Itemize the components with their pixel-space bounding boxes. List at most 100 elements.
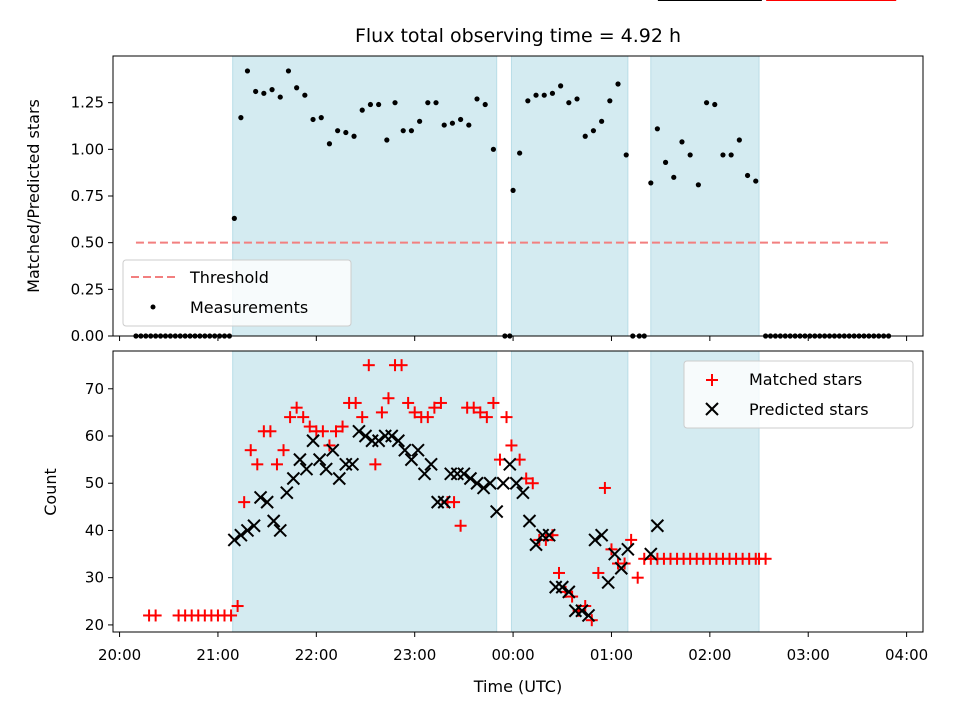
predicted-point: [286, 471, 301, 486]
count-legend: Matched stars Predicted stars: [683, 360, 914, 429]
y-tick-label: 1.00: [71, 140, 104, 158]
predicted-point: [522, 514, 537, 528]
predicted-point: [489, 504, 504, 519]
matched-point: [362, 359, 375, 372]
measurement-point: [482, 101, 488, 108]
matched-point: [297, 411, 310, 424]
observing-window-2: [510, 55, 629, 337]
predicted-point: [234, 528, 248, 542]
predicted-point: [391, 434, 406, 448]
y-tick-label: 0.50: [71, 234, 104, 252]
measurement-point: [703, 100, 710, 106]
predicted-point: [306, 434, 320, 448]
count-axes-frame: [112, 350, 924, 633]
measurement-point: [648, 180, 654, 186]
ratio-x-ticks: [119, 336, 908, 341]
measurement-point: [728, 152, 734, 158]
x-tick-label: 02:00: [688, 646, 731, 664]
matched-point: [448, 496, 461, 509]
predicted-point: [555, 580, 569, 594]
measurement-point: [712, 101, 718, 108]
y-tick-label: 1.25: [71, 94, 104, 112]
predicted-point: [417, 467, 432, 481]
measurement-point: [310, 116, 316, 123]
x-tick-label: 01:00: [590, 646, 633, 664]
predicted-point: [444, 467, 458, 481]
measurement-point: [525, 98, 531, 104]
matched-point: [277, 444, 290, 457]
predicted-point: [326, 443, 340, 457]
x-axis-label: Time (UTC): [473, 677, 562, 696]
legend-predicted-label: Predicted stars: [749, 400, 869, 419]
matched-point: [149, 609, 162, 622]
predicted-point: [463, 471, 478, 486]
measurement-point: [238, 115, 244, 121]
matched-point: [467, 401, 480, 414]
measurement-point: [294, 85, 300, 91]
count-panel: 20 30 40 50 60 70 20:00 21:00 22:00 23:00 00:00 01…: [41, 0, 928, 696]
matched-point: [382, 392, 395, 405]
measurement-point: [285, 68, 292, 74]
x-tick-label: 23:00: [393, 646, 436, 664]
ratio-y-axis-label: Matched/Predicted stars: [24, 99, 43, 293]
measurement-point: [541, 92, 547, 98]
measurement-point: [253, 88, 259, 95]
matched-point: [505, 439, 518, 452]
legend-matched-label: Matched stars: [749, 370, 862, 389]
matched-point: [375, 406, 388, 419]
measurement-point: [510, 187, 516, 193]
predicted-point: [345, 457, 360, 472]
predicted-point: [378, 429, 392, 443]
matched-point: [428, 401, 441, 414]
measurement-point: [359, 107, 365, 113]
measurement-point: [662, 159, 669, 165]
predicted-point: [581, 608, 596, 623]
y-tick-label: 50: [85, 474, 104, 492]
measurement-point: [654, 126, 660, 132]
predicted-point: [411, 443, 425, 457]
predicted-point: [293, 452, 307, 467]
measurement-point: [449, 120, 456, 126]
predicted-point: [227, 533, 242, 547]
y-tick-label: 60: [85, 427, 104, 445]
measurement-point: [326, 141, 333, 147]
matched-point: [231, 600, 244, 613]
measurement-point: [474, 96, 480, 102]
measurement-point: [400, 128, 406, 134]
measurement-point: [533, 92, 539, 98]
measurement-point: [261, 90, 267, 96]
observing-window-1: [232, 350, 498, 633]
predicted-point: [542, 528, 556, 542]
matched-point: [487, 396, 500, 409]
x-tick-label: 00:00: [491, 646, 534, 664]
predicted-point: [450, 467, 465, 481]
predicted-point: [352, 424, 366, 438]
measurement-point: [441, 122, 447, 128]
matched-point: [284, 411, 297, 424]
ratio-series: [133, 68, 892, 339]
measurement-point: [269, 87, 275, 93]
matched-point: [244, 444, 257, 457]
measurement-point: [302, 92, 308, 98]
measurement-point: [244, 68, 251, 74]
measurement-point: [720, 152, 726, 158]
matched-point: [329, 425, 342, 438]
measurement-point: [623, 152, 629, 158]
predicted-point: [496, 476, 510, 490]
x-tick-label: 21:00: [196, 646, 239, 664]
measurement-point: [231, 215, 237, 221]
matched-point: [421, 411, 434, 424]
predicted-point: [568, 604, 583, 618]
matched-point: [500, 411, 513, 424]
matched-point: [592, 566, 605, 579]
matched-point: [251, 458, 264, 471]
y-tick-label: 20: [85, 616, 104, 634]
predicted-point: [280, 485, 294, 500]
predicted-point: [549, 580, 563, 594]
measurement-point: [376, 101, 382, 108]
matched-point: [408, 406, 421, 419]
predicted-point: [516, 485, 530, 500]
measurement-point: [558, 83, 564, 89]
observing-window-3: [650, 55, 760, 337]
measurement-point: [433, 100, 439, 106]
